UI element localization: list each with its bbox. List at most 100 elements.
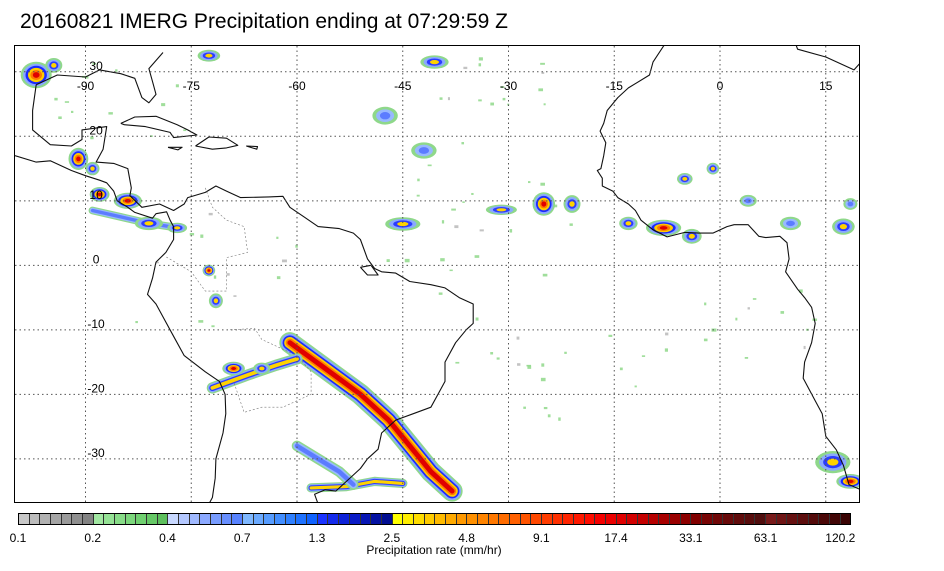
colorbar-swatch: [680, 514, 692, 524]
precipitation-speck: [386, 259, 390, 263]
precipitation-speck: [799, 289, 803, 293]
coastline-layer: [15, 46, 859, 502]
precipitation-speck: [156, 261, 159, 264]
coastline: [32, 84, 474, 502]
latitude-label: 0: [93, 252, 100, 266]
precipitation-speck: [540, 182, 545, 186]
map-title: 20160821 IMERG Precipitation ending at 0…: [20, 10, 508, 33]
precipitation-speck: [183, 129, 187, 132]
colorbar-swatch: [648, 514, 660, 524]
colorbar-swatch: [563, 514, 574, 524]
colorbar-swatch: [605, 514, 617, 524]
colorbar-swatch: [61, 514, 73, 524]
colorbar-swatch: [584, 514, 596, 524]
precipitation-cell: [51, 63, 57, 68]
precipitation-speck: [211, 325, 215, 328]
precipitation-speck: [558, 417, 561, 421]
colorbar-swatch: [136, 514, 148, 524]
colorbar-swatch: [339, 514, 350, 524]
colorbar: [18, 513, 851, 525]
precipitation-speck: [478, 99, 482, 102]
country-border: [229, 328, 312, 413]
colorbar-swatch: [72, 514, 84, 524]
precipitation-speck: [474, 255, 480, 258]
colorbar-swatch: [723, 514, 735, 524]
longitude-label: 0: [717, 79, 724, 93]
precipitation-cell: [659, 226, 668, 230]
colorbar-swatch: [115, 514, 126, 524]
precipitation-speck: [527, 365, 532, 369]
colorbar-tick-label: 0.4: [159, 531, 176, 545]
precipitation-speck: [115, 69, 118, 72]
precipitation-speck: [438, 292, 443, 295]
colorbar-swatch: [456, 514, 468, 524]
coastline: [167, 146, 183, 151]
precipitation-speck: [449, 269, 453, 272]
precipitation-speck: [634, 385, 637, 388]
longitude-label: -15: [606, 79, 624, 93]
precipitation-speck: [198, 320, 204, 323]
colorbar-swatch: [179, 514, 190, 524]
colorbar-tick-label: 0.1: [9, 531, 27, 545]
precipitation-layer: [20, 49, 859, 502]
precipitation-speck: [547, 414, 551, 418]
precipitation-speck: [540, 377, 546, 382]
precipitation-cell: [144, 221, 154, 226]
colorbar-swatch: [541, 514, 553, 524]
precipitation-speck: [523, 406, 526, 409]
precipitation-speck: [208, 212, 213, 216]
precipitation-speck: [54, 97, 58, 101]
colorbar-swatch: [509, 514, 521, 524]
precipitation-speck: [747, 307, 750, 310]
precipitation-cell: [682, 177, 688, 181]
colorbar-swatch: [595, 514, 606, 524]
map-canvas: -90 -75 -60 -45 -30 -15 0 15 30 20 10 0 -10 -20 -30: [15, 46, 859, 502]
precipitation-speck: [542, 273, 548, 277]
precipitation-speck: [517, 363, 521, 366]
precipitation-speck: [554, 204, 558, 208]
precipitation-speck: [703, 338, 708, 342]
precipitation-speck: [538, 88, 544, 92]
precipitation-speck: [478, 57, 483, 61]
colorbar-swatch: [573, 514, 585, 524]
precipitation-speck: [664, 348, 668, 352]
colorbar-swatch: [253, 514, 265, 524]
colorbar-swatch: [819, 514, 831, 524]
colorbar-swatch: [798, 514, 809, 524]
colorbar-swatch: [627, 514, 638, 524]
colorbar-swatch: [755, 514, 767, 524]
precipitation-speck: [295, 244, 298, 248]
precipitation-speck: [463, 66, 468, 70]
colorbar-title: Precipitation rate (mm/hr): [366, 543, 502, 557]
precipitation-speck: [90, 136, 94, 140]
latitude-label: 10: [89, 188, 103, 202]
precipitation-cell: [97, 192, 102, 196]
colorbar-swatch: [467, 514, 478, 524]
colorbar-swatch: [317, 514, 329, 524]
colorbar-swatch: [702, 514, 713, 524]
precipitation-cell: [710, 166, 715, 171]
precipitation-cell: [430, 60, 439, 65]
coastline: [15, 155, 227, 502]
precipitation-speck: [70, 110, 74, 113]
coastline: [120, 115, 198, 139]
colorbar-swatch: [232, 514, 244, 524]
precipitation-speck: [440, 258, 445, 262]
colorbar-swatch: [424, 514, 436, 524]
colorbar-swatch: [29, 514, 41, 524]
colorbar-tick-label: 0.2: [84, 531, 102, 545]
precipitation-speck: [281, 259, 287, 263]
precipitation-speck: [752, 298, 757, 300]
colorbar-swatch: [40, 514, 52, 524]
longitude-label: -90: [77, 79, 95, 93]
precipitation-cell: [418, 147, 430, 154]
precipitation-speck: [161, 103, 166, 107]
precipitation-speck: [455, 361, 460, 364]
colorbar-swatch: [403, 514, 414, 524]
colorbar-swatch: [285, 514, 297, 524]
coastline: [359, 264, 379, 276]
precipitation-cell: [625, 221, 632, 226]
precipitation-speck: [543, 103, 546, 106]
colorbar-swatch: [296, 514, 308, 524]
precipitation-cell: [827, 458, 839, 466]
